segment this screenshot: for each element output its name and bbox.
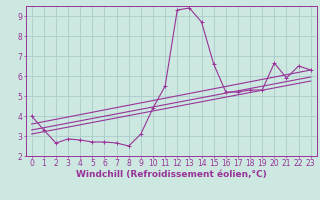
X-axis label: Windchill (Refroidissement éolien,°C): Windchill (Refroidissement éolien,°C): [76, 170, 267, 179]
